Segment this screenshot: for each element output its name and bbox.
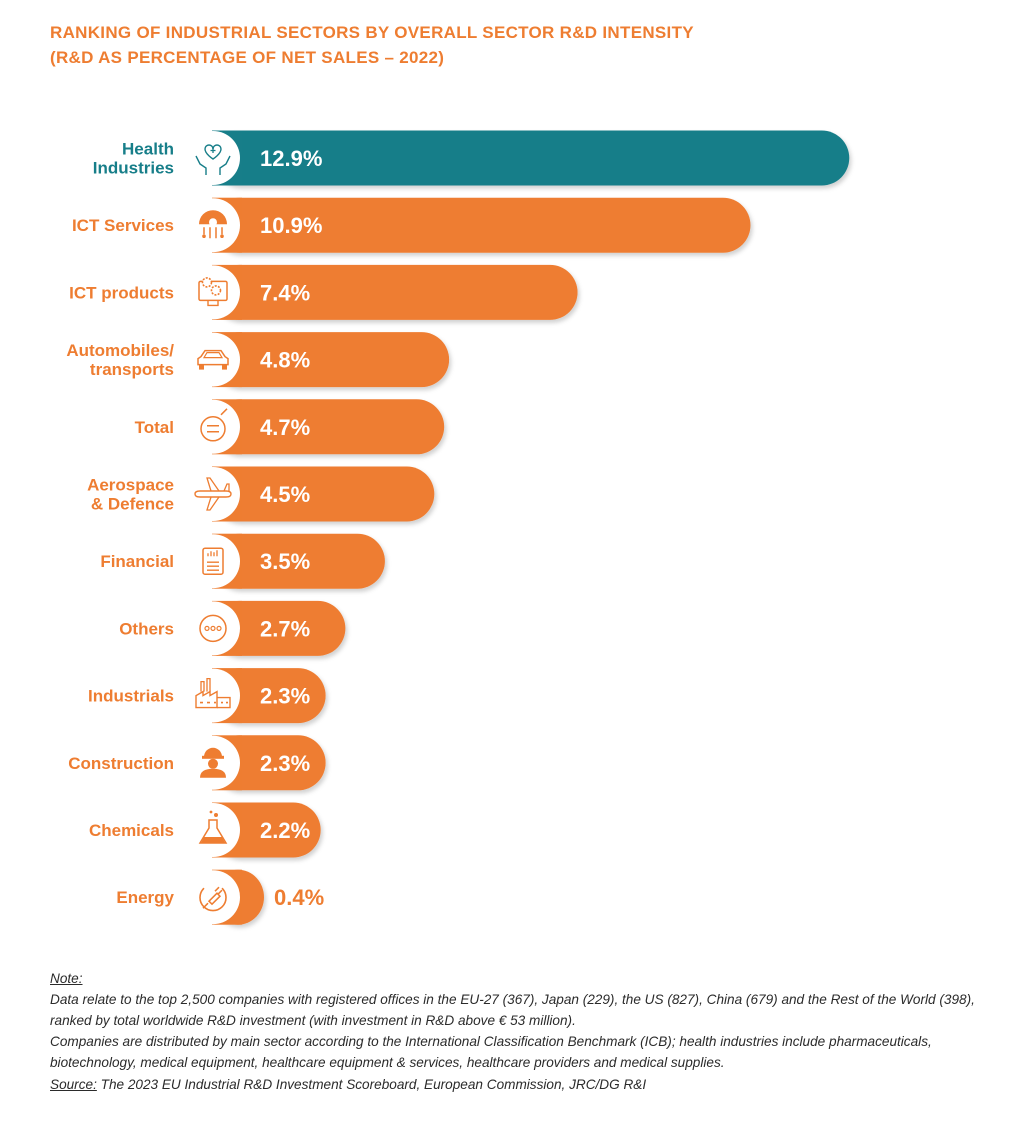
bar-chart: 12.9% Health Industries 10.9% ICT Services 7.… <box>66 130 850 925</box>
icon-circle <box>186 601 240 656</box>
others-dots-icon <box>199 614 227 643</box>
category-label-automobiles-transports: Automobiles/transports <box>66 341 174 379</box>
note-text-2: Companies are distributed by main sector… <box>50 1034 932 1070</box>
construction-worker-icon <box>200 747 226 778</box>
bar-automobiles-transports <box>212 332 450 388</box>
icon-circle <box>186 803 240 857</box>
chemical-flask-icon <box>198 810 228 844</box>
source-heading: Source: <box>50 1077 97 1092</box>
chart-title-line1: RANKING OF INDUSTRIAL SECTORS BY OVERALL… <box>50 23 694 42</box>
health-care-hands-icon <box>195 144 231 175</box>
bar-health-industries <box>212 130 850 186</box>
value-label-aerospace-defence: 4.5% <box>260 482 310 507</box>
airplane-icon <box>194 477 232 511</box>
category-label-total: Total <box>135 418 174 437</box>
value-label-automobiles-transports: 4.8% <box>260 348 310 373</box>
note-heading: Note: <box>50 971 83 986</box>
icon-circle <box>186 399 240 454</box>
source-text: The 2023 EU Industrial R&D Investment Sc… <box>96 1077 647 1092</box>
bar-ict-products <box>212 264 578 320</box>
category-label-construction: Construction <box>68 754 174 773</box>
bar-ict-services <box>212 197 751 253</box>
computer-gears-icon <box>198 277 228 307</box>
bar-aerospace-defence <box>212 466 435 522</box>
value-label-others: 2.7% <box>260 616 310 641</box>
icon-circle <box>186 668 240 723</box>
chart-title: RANKING OF INDUSTRIAL SECTORS BY OVERALL… <box>50 20 694 70</box>
icon-circle <box>186 467 240 521</box>
bar-others <box>212 600 346 656</box>
category-label-financial: Financial <box>100 552 174 571</box>
value-label-energy: 0.4% <box>274 885 324 910</box>
value-label-chemicals: 2.2% <box>260 818 310 843</box>
car-icon <box>197 349 229 370</box>
energy-plug-icon <box>199 886 227 912</box>
category-label-aerospace-defence: Aerospace & Defence <box>87 476 174 514</box>
category-label-ict-services: ICT Services <box>72 216 174 235</box>
cloud-gear-network-icon <box>199 210 227 239</box>
chart-title-line2: (R&D AS PERCENTAGE OF NET SALES – 2022) <box>50 48 445 67</box>
value-label-ict-services: 10.9% <box>260 213 322 238</box>
value-label-health-industries: 12.9% <box>260 146 322 171</box>
category-label-industrials: Industrials <box>88 687 174 706</box>
category-label-chemicals: Chemicals <box>89 821 174 840</box>
notes-section: Note: Data relate to the top 2,500 compa… <box>50 968 1000 1095</box>
value-label-total: 4.7% <box>260 415 310 440</box>
category-label-health-industries: Health Industries <box>93 140 174 178</box>
category-label-ict-products: ICT products <box>69 283 174 302</box>
factory-icon <box>195 677 231 709</box>
value-label-construction: 2.3% <box>260 751 310 776</box>
category-label-energy: Energy <box>116 888 174 907</box>
value-label-industrials: 2.3% <box>260 684 310 709</box>
value-label-financial: 3.5% <box>260 549 310 574</box>
icon-circle <box>186 332 240 387</box>
icon-circle <box>186 534 240 589</box>
total-scale-icon <box>200 408 228 442</box>
bar-financial <box>212 533 385 589</box>
note-text-1: Data relate to the top 2,500 companies w… <box>50 992 975 1028</box>
value-label-ict-products: 7.4% <box>260 280 310 305</box>
icon-circle <box>186 131 240 185</box>
category-label-others: Others <box>119 619 174 638</box>
bar-total <box>212 399 445 455</box>
financial-report-icon <box>202 547 224 575</box>
